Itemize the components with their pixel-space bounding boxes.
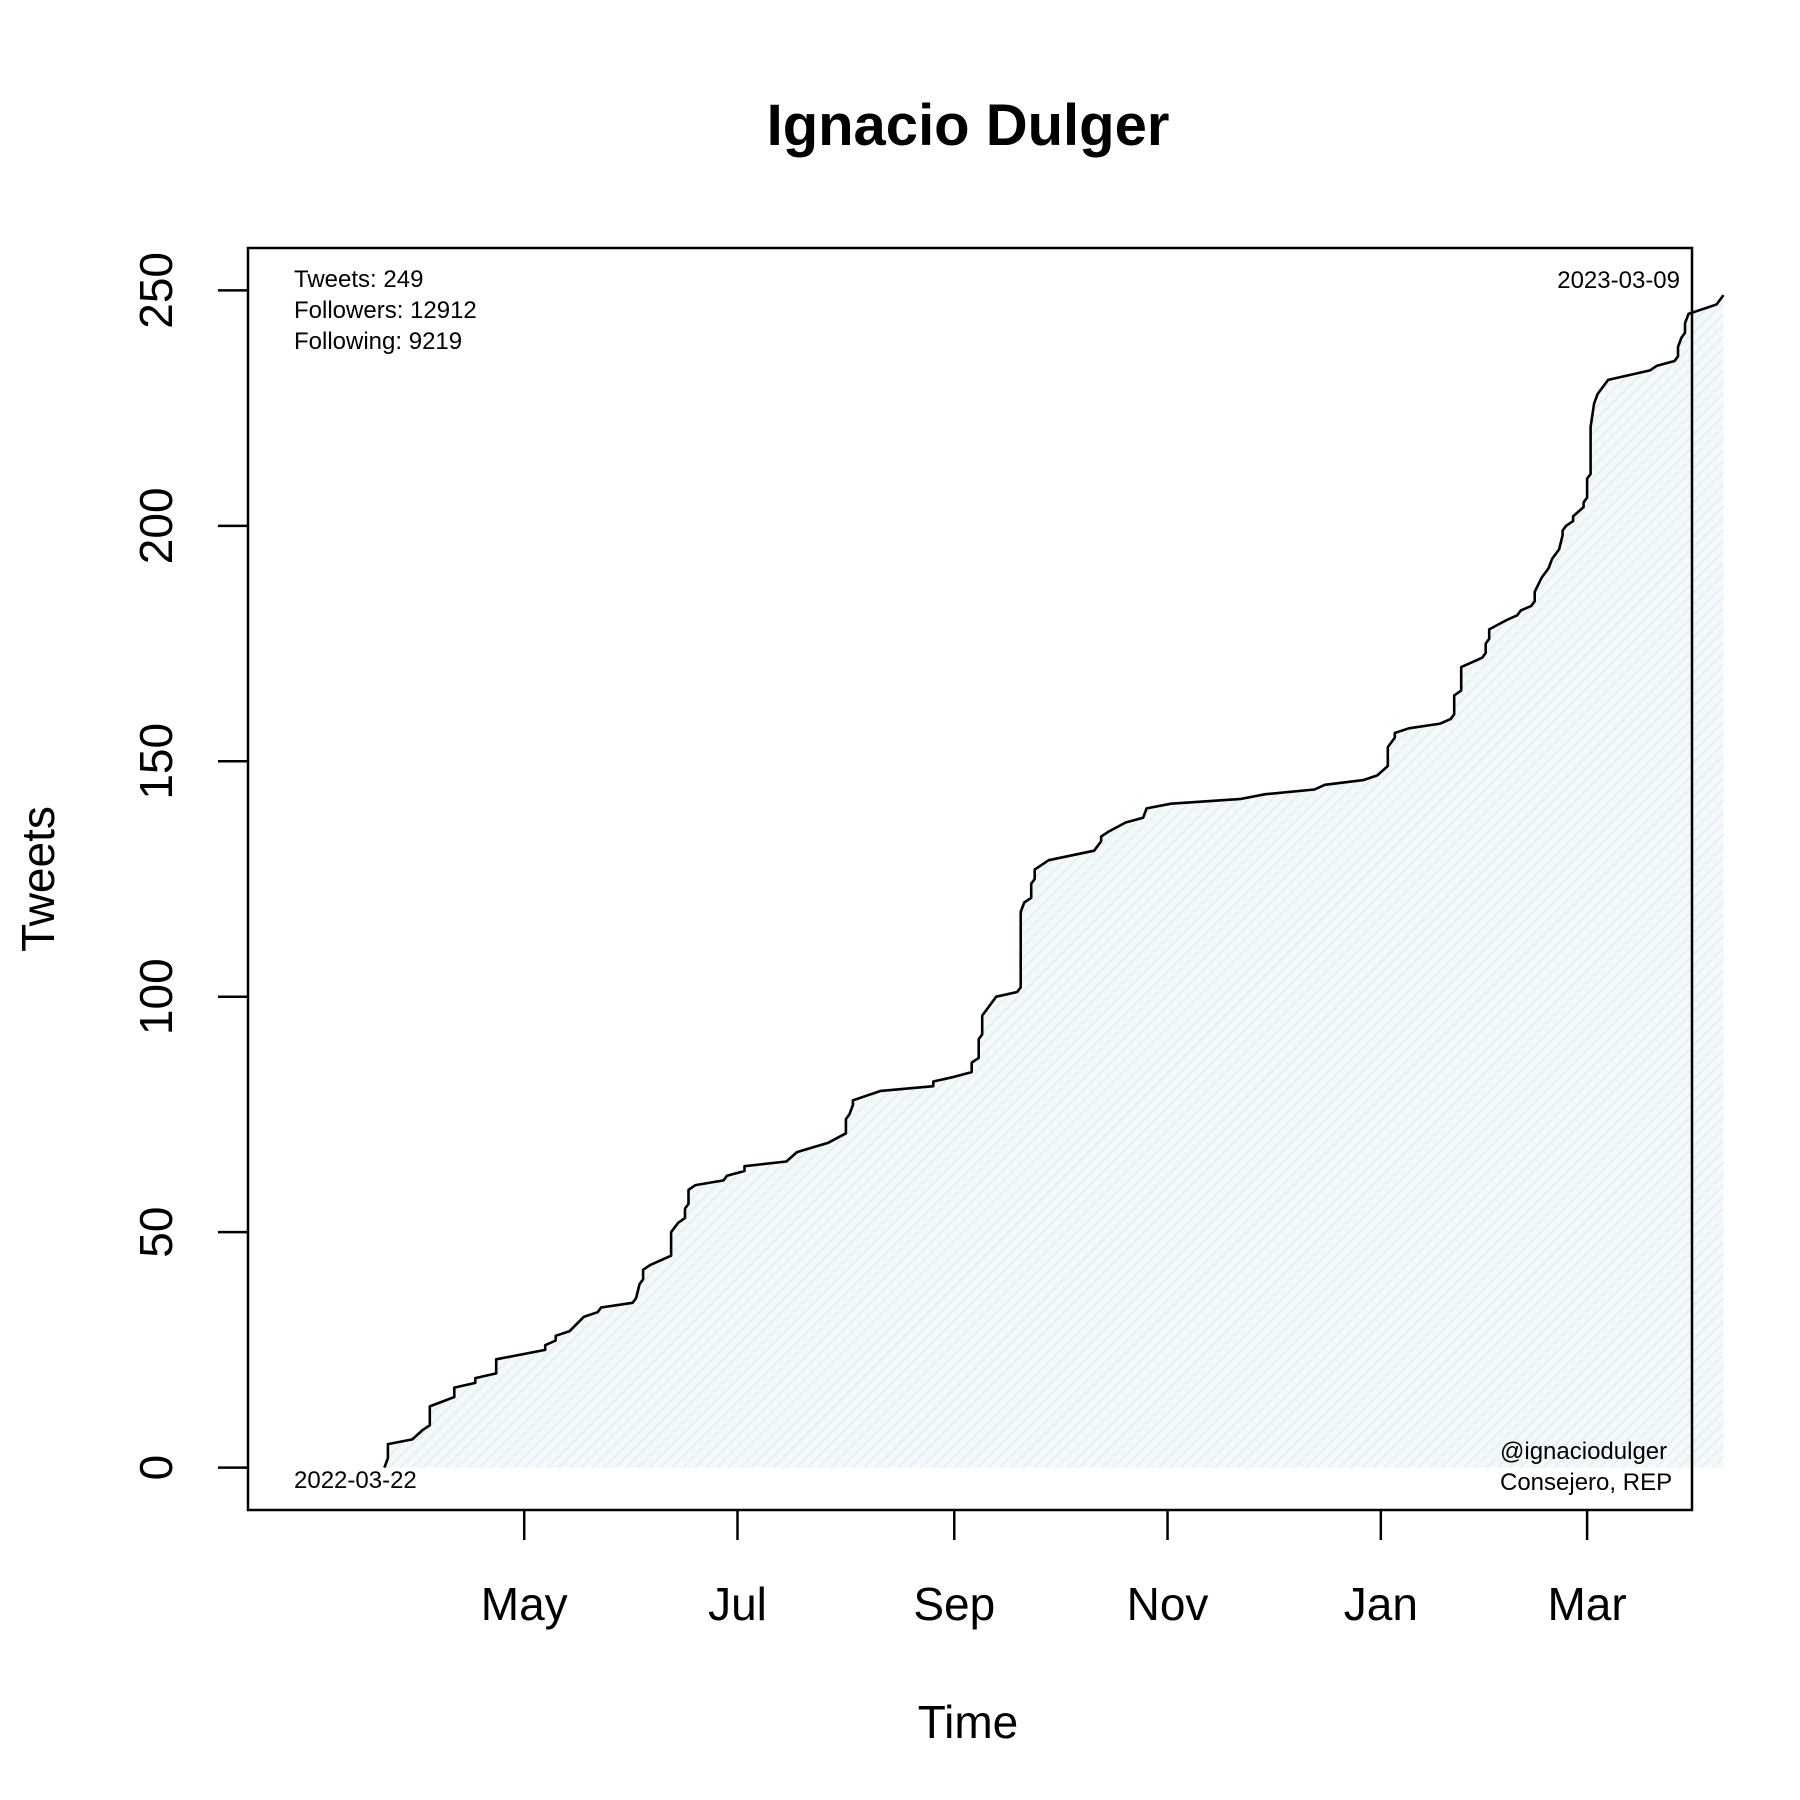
series-line [383,294,1725,1469]
y-axis-label: Tweets [12,806,64,952]
start-date-label: 2022-03-22 [294,1467,417,1494]
x-tick-label-may: May [481,1578,568,1630]
x-axis: May Jul Sep Nov Jan Mar [481,1510,1627,1630]
y-tick-label-0: 0 [130,1455,182,1481]
x-axis-label: Time [918,1696,1019,1748]
y-tick-label-150: 150 [130,723,182,800]
stats-annotation: Tweets: 249 Followers: 12912 Following: … [294,266,477,355]
account-role: Consejero, REP [1500,1469,1672,1496]
account-handle: @ignaciodulger [1500,1438,1667,1465]
x-tick-label-sep: Sep [913,1578,995,1630]
x-tick-label-nov: Nov [1127,1578,1209,1630]
stats-followers: Followers: 12912 [294,297,477,324]
y-tick-label-100: 100 [130,958,182,1035]
plot-frame [246,246,1694,1512]
x-tick-label-jan: Jan [1344,1578,1418,1630]
stats-following: Following: 9219 [294,328,462,355]
y-axis: 0 50 100 150 200 250 [130,252,248,1480]
y-tick-label-200: 200 [130,487,182,564]
end-date-label: 2023-03-09 [1557,267,1680,294]
plot-area [246,246,1725,1512]
area-fill [384,295,1724,1468]
x-tick-label-mar: Mar [1547,1578,1626,1630]
y-tick-label-250: 250 [130,252,182,329]
stats-tweets: Tweets: 249 [294,266,423,293]
x-tick-label-jul: Jul [708,1578,767,1630]
chart-title: Ignacio Dulger [767,93,1170,158]
y-tick-label-50: 50 [130,1207,182,1258]
